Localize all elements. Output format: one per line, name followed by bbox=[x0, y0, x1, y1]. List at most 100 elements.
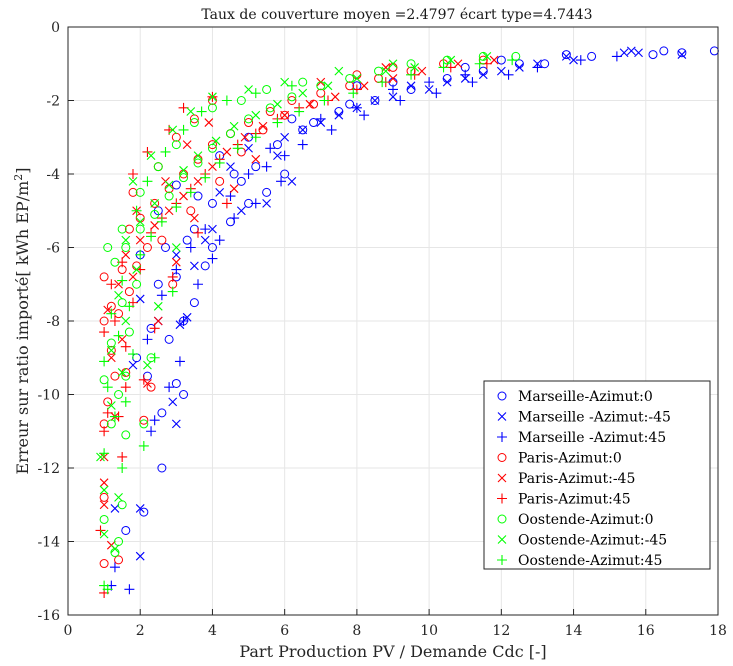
data-point bbox=[316, 81, 326, 91]
data-point bbox=[370, 96, 380, 105]
data-point bbox=[215, 176, 225, 186]
data-point bbox=[474, 58, 485, 69]
data-point bbox=[316, 88, 326, 98]
legend-marker bbox=[497, 473, 507, 483]
data-point bbox=[149, 323, 160, 334]
data-point bbox=[128, 169, 138, 179]
data-point bbox=[460, 69, 471, 80]
data-point bbox=[232, 143, 243, 154]
data-point bbox=[244, 118, 254, 128]
y-axis-label: Erreur sur ratio importé[ kWh EP/m2] bbox=[12, 167, 32, 474]
data-point bbox=[626, 46, 636, 56]
data-point bbox=[280, 169, 290, 179]
y-tick-label: -14 bbox=[37, 535, 60, 551]
data-point bbox=[171, 243, 181, 252]
data-point bbox=[150, 209, 160, 219]
x-tick-label: 4 bbox=[208, 623, 217, 639]
legend-label: Oostende-Azimut:45 bbox=[518, 553, 662, 569]
data-point bbox=[272, 140, 282, 150]
data-point bbox=[120, 396, 131, 407]
data-point bbox=[250, 198, 261, 209]
y-tick-label: 0 bbox=[51, 20, 60, 36]
data-point bbox=[276, 176, 287, 187]
data-point bbox=[106, 401, 116, 410]
data-point bbox=[117, 334, 127, 344]
data-point bbox=[99, 375, 109, 385]
data-point bbox=[139, 415, 149, 425]
data-point bbox=[575, 55, 586, 66]
data-point bbox=[179, 165, 188, 175]
y-tick-label: -16 bbox=[37, 608, 60, 624]
data-point bbox=[149, 352, 160, 363]
data-point bbox=[250, 132, 261, 143]
data-point bbox=[265, 107, 275, 117]
data-point bbox=[171, 257, 181, 267]
data-point bbox=[106, 308, 117, 319]
data-point bbox=[190, 261, 199, 271]
data-point bbox=[168, 397, 178, 407]
data-point bbox=[406, 81, 416, 91]
data-point bbox=[168, 125, 178, 135]
data-point bbox=[279, 150, 290, 161]
data-point bbox=[106, 419, 116, 429]
legend-marker bbox=[497, 432, 507, 442]
series-8 bbox=[99, 55, 518, 595]
data-point bbox=[319, 95, 330, 106]
data-point bbox=[179, 191, 188, 201]
data-point bbox=[114, 279, 123, 289]
data-point bbox=[262, 199, 271, 208]
data-point bbox=[374, 66, 384, 76]
data-point bbox=[330, 92, 340, 102]
data-point bbox=[478, 70, 488, 80]
legend: Marseille-Azimut:0 Marseille -Azimut:-45 M… bbox=[483, 380, 711, 570]
x-tick-label: 10 bbox=[420, 623, 438, 639]
data-point bbox=[309, 118, 319, 128]
data-point bbox=[229, 213, 240, 224]
data-point bbox=[114, 390, 124, 399]
data-point bbox=[207, 140, 217, 150]
data-point bbox=[164, 180, 174, 190]
data-point bbox=[189, 298, 199, 308]
data-point bbox=[128, 187, 138, 197]
data-point bbox=[251, 162, 261, 172]
legend-entry: Oostende-Azimut:-45 bbox=[497, 533, 667, 549]
data-point bbox=[157, 463, 167, 473]
data-point bbox=[272, 117, 283, 128]
data-point bbox=[106, 345, 116, 355]
data-point bbox=[208, 224, 217, 234]
x-tick-label: 6 bbox=[280, 623, 289, 639]
data-point bbox=[236, 206, 246, 216]
data-point bbox=[109, 316, 120, 326]
data-point bbox=[121, 316, 131, 326]
data-point bbox=[103, 305, 113, 315]
data-point bbox=[280, 110, 290, 120]
data-point bbox=[193, 176, 203, 186]
data-point bbox=[587, 51, 597, 61]
data-point bbox=[124, 584, 135, 595]
y-tick-label: -2 bbox=[46, 94, 60, 110]
data-point bbox=[251, 110, 261, 120]
legend-entry: Marseille -Azimut:45 bbox=[497, 430, 666, 446]
data-point bbox=[323, 81, 333, 91]
data-point bbox=[114, 555, 124, 565]
data-point bbox=[381, 66, 391, 76]
data-point bbox=[124, 301, 135, 312]
data-point bbox=[164, 191, 174, 201]
data-point bbox=[99, 514, 109, 524]
data-point bbox=[182, 140, 192, 149]
data-point bbox=[207, 198, 217, 208]
series-4 bbox=[99, 55, 499, 550]
data-point bbox=[370, 96, 380, 105]
data-point bbox=[207, 253, 218, 264]
data-point bbox=[121, 430, 131, 440]
data-point bbox=[150, 221, 160, 230]
y-tick-label: -12 bbox=[37, 461, 60, 477]
data-point bbox=[99, 356, 110, 367]
data-point bbox=[153, 301, 163, 311]
data-point bbox=[99, 529, 109, 539]
data-point bbox=[143, 379, 152, 388]
data-point bbox=[99, 327, 110, 338]
data-point bbox=[171, 140, 181, 150]
data-point bbox=[352, 74, 362, 83]
data-point bbox=[171, 250, 181, 260]
